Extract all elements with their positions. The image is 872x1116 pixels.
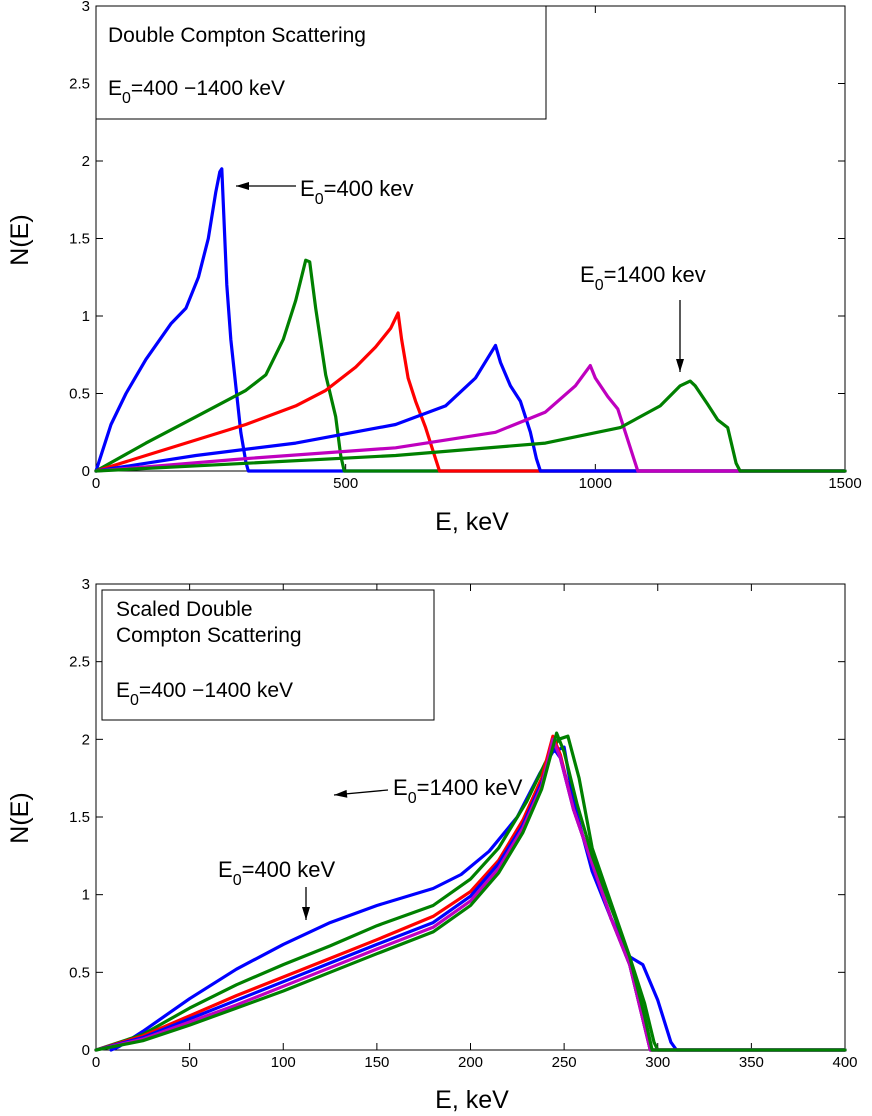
x-tick-label: 250: [552, 1054, 577, 1071]
x-tick-label: 300: [645, 1054, 670, 1071]
x-tick-label: 350: [739, 1054, 764, 1071]
bottom-chart-panel: 0 50 100 150 200 250 300 350 400 0 0.5 1 1.5 2 2.5 3 E, …: [6, 576, 858, 1114]
legend-box: Scaled Double Compton Scattering E0=400 −1…: [101, 589, 435, 721]
annotation-arrow-head: [334, 789, 348, 798]
y-tick-label: 2: [82, 153, 90, 170]
x-tick-label: 1500: [828, 475, 861, 492]
annotation-label: E0=1400 keV: [393, 775, 523, 807]
annotation-arrow-head: [676, 359, 684, 372]
y-axis-title: N(E): [6, 214, 34, 265]
legend-box: Double Compton Scattering E0=400 −1400 ke…: [95, 5, 547, 120]
y-tick-label: 3: [82, 576, 90, 593]
y-tick-label: 1.5: [69, 231, 90, 248]
y-tick-label: 2.5: [69, 76, 90, 93]
y-tick-label: 0.5: [69, 386, 90, 403]
y-tick-label: 0: [82, 1042, 90, 1059]
series-line-6: [94, 379, 847, 473]
y-tick-label: 2: [82, 731, 90, 748]
y-tick-label: 1: [82, 308, 90, 325]
annotation-arrow: [236, 182, 296, 190]
series-line-2: [94, 258, 847, 473]
x-tick-label: 200: [458, 1054, 483, 1071]
legend-line: Double Compton Scattering: [108, 24, 366, 47]
series-line-5: [94, 364, 847, 473]
x-tick-label: 150: [364, 1054, 389, 1071]
y-tick-label: 1.5: [69, 809, 90, 826]
x-axis-title: E, keV: [435, 508, 509, 536]
x-axis-title: E, keV: [435, 1086, 509, 1114]
x-tick-label: 500: [333, 475, 358, 492]
series-line-6: [94, 731, 847, 1052]
series-line-4: [94, 343, 847, 473]
legend-line: Scaled Double: [116, 598, 253, 621]
annotation-arrow: [333, 789, 389, 798]
annotation-label: E0=400 keV: [218, 857, 335, 889]
legend-line: Compton Scattering: [116, 624, 302, 647]
top-chart-panel: 0 500 1000 1500 0 0.5 1 1.5 2 2.5 3 E, keV N(E) Doubl…: [6, 0, 862, 536]
x-tick-label: 1000: [579, 475, 612, 492]
y-axis-title: N(E): [6, 792, 34, 843]
x-tick-label: 0: [92, 1054, 100, 1071]
series-line-1: [94, 167, 847, 473]
series-line-5: [94, 737, 847, 1052]
annotation-label: E0=1400 kev: [580, 262, 706, 294]
x-tick-label: 50: [181, 1054, 198, 1071]
annotation-label: E0=400 kev: [300, 176, 414, 208]
y-tick-label: 0: [82, 463, 90, 480]
annotation-arrow: [302, 887, 310, 920]
x-tick-label: 0: [92, 475, 100, 492]
annotation-arrow-head: [236, 182, 249, 190]
series-line-3: [94, 311, 847, 473]
y-tick-label: 3: [82, 0, 90, 15]
y-tick-label: 1: [82, 887, 90, 904]
annotation-arrow-head: [302, 907, 310, 920]
legend-frame: [95, 5, 547, 120]
y-tick-label: 2.5: [69, 654, 90, 671]
x-tick-label: 400: [832, 1054, 857, 1071]
legend-line: E0=400 −1400 keV: [108, 77, 285, 107]
y-tick-label: 0.5: [69, 964, 90, 981]
x-tick-label: 100: [271, 1054, 296, 1071]
legend-line: E0=400 −1400 keV: [116, 679, 293, 709]
legend-frame: [101, 589, 435, 721]
annotation-arrow: [676, 300, 684, 372]
